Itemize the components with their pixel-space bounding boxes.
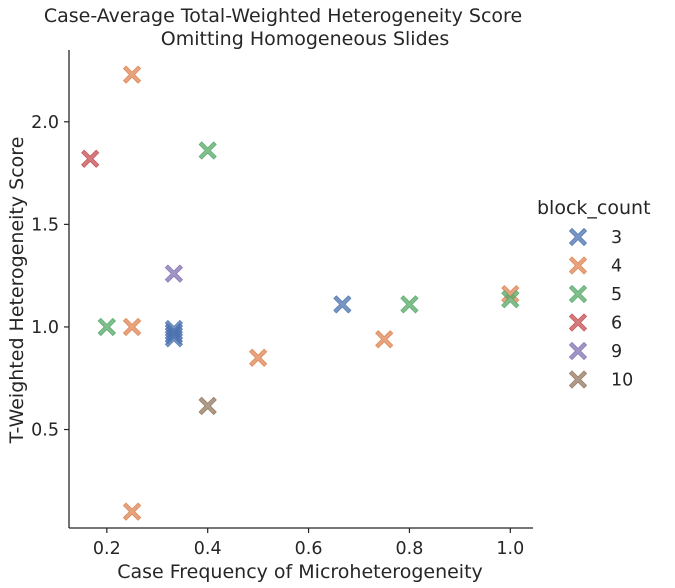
legend-marker (569, 228, 587, 246)
legend-label: 4 (611, 257, 622, 277)
series-3 (164, 295, 352, 348)
x-tick-label: 0.2 (93, 539, 121, 559)
chart-subtitle: Omitting Homogeneous Slides (161, 28, 449, 50)
x-tick-label: 1.0 (496, 539, 524, 559)
y-axis-label: T-Weighted Heterogeneity Score (6, 137, 28, 445)
data-point (123, 502, 142, 521)
legend-marker (569, 256, 587, 275)
legend-marker (569, 313, 587, 332)
data-point (249, 348, 268, 367)
legend-marker (569, 370, 587, 389)
legend-item-5: 5 (569, 285, 622, 305)
legend-item-4: 4 (569, 256, 622, 277)
y-tick-label: 1.0 (31, 318, 59, 338)
data-points (81, 65, 520, 521)
series-5 (97, 141, 520, 336)
data-point (198, 141, 217, 160)
legend-item-6: 6 (569, 313, 622, 334)
data-point (333, 295, 352, 314)
y-tick-label: 0.5 (31, 421, 59, 441)
series-4 (123, 65, 520, 521)
legend: block_count 3 4 5 6 9 10 (537, 197, 651, 391)
legend-item-3: 3 (569, 228, 622, 248)
series-6 (81, 149, 100, 168)
data-point (400, 295, 419, 314)
legend-items: 3 4 5 6 9 10 (569, 228, 633, 391)
x-tick-label: 0.8 (396, 539, 424, 559)
x-ticks: 0.2 0.4 0.6 0.8 1.0 (93, 528, 524, 559)
legend-title: block_count (537, 197, 651, 219)
legend-label: 3 (611, 228, 622, 248)
data-point (501, 290, 520, 309)
legend-marker (569, 285, 587, 303)
y-ticks: 0.5 1.0 1.5 2.0 (31, 113, 69, 441)
data-point (164, 323, 183, 342)
legend-marker (569, 342, 587, 360)
data-point (164, 264, 183, 283)
chart-title: Case-Average Total-Weighted Heterogeneit… (44, 5, 522, 27)
data-point (198, 396, 217, 415)
legend-label: 9 (611, 342, 622, 362)
legend-label: 10 (611, 371, 633, 391)
data-point (81, 149, 100, 168)
y-tick-label: 1.5 (31, 215, 59, 235)
data-point (123, 65, 142, 84)
legend-label: 6 (611, 314, 622, 334)
data-point (123, 317, 142, 336)
series-9 (164, 264, 183, 283)
data-point (97, 317, 116, 336)
data-point (375, 330, 394, 349)
x-tick-label: 0.4 (194, 539, 222, 559)
legend-label: 5 (611, 285, 622, 305)
plot-area: 0.2 0.4 0.6 0.8 1.0 0.5 1.0 1.5 2.0 (31, 50, 533, 559)
x-tick-label: 0.6 (295, 539, 323, 559)
y-tick-label: 2.0 (31, 113, 59, 133)
legend-item-10: 10 (569, 370, 633, 391)
x-axis-label: Case Frequency of Microheterogeneity (117, 561, 483, 583)
series-10 (198, 396, 217, 415)
legend-item-9: 9 (569, 342, 622, 362)
